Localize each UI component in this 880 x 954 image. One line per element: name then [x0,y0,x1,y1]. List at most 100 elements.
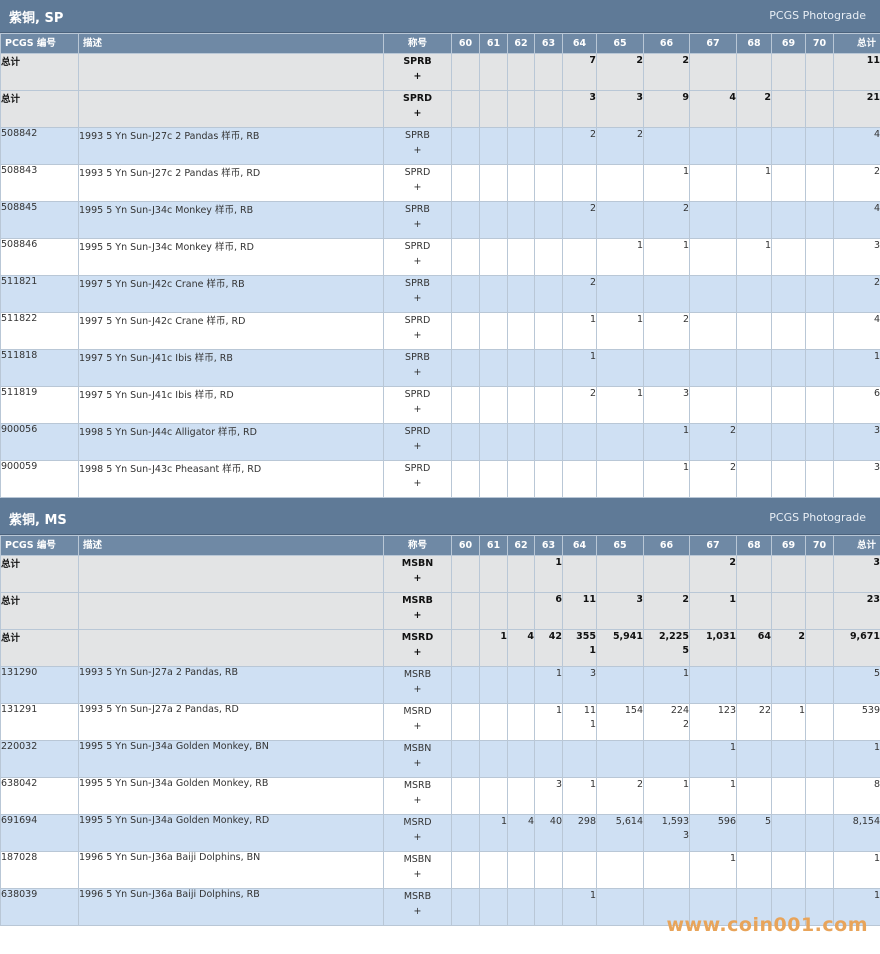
grade-cell[interactable]: 2 [596,777,644,815]
grade-cell[interactable]: 1 [562,312,597,350]
column-header-grade[interactable]: 66 [643,535,690,556]
column-header-total[interactable]: 总计 [833,33,880,54]
grade-cell[interactable]: 1 [534,555,563,593]
grade-cell[interactable]: 154 [596,703,644,741]
grade-cell[interactable]: 42 [534,629,563,667]
grade-cell[interactable]: 11 [562,592,597,630]
column-header-grade[interactable]: 62 [507,33,535,54]
pcgs-code-link[interactable]: 508843 [0,164,79,202]
grade-cell[interactable]: 1 [689,740,737,778]
grade-cell[interactable]: 2 [562,127,597,165]
column-header-grade[interactable]: 63 [534,535,563,556]
column-header-grade[interactable]: 61 [479,33,508,54]
grade-cell[interactable]: 2 [689,555,737,593]
grade-cell[interactable]: 355 1 [562,629,597,667]
pcgs-code-link[interactable]: 131291 [0,703,79,741]
grade-cell[interactable]: 1 [736,164,772,202]
pcgs-code-link[interactable]: 511821 [0,275,79,313]
pcgs-code-link[interactable]: 508845 [0,201,79,239]
column-header-grade[interactable]: 66 [643,33,690,54]
column-header-grade[interactable]: 70 [805,535,834,556]
grade-cell[interactable]: 2 [562,386,597,424]
grade-cell[interactable]: 2 [643,592,690,630]
column-header-code[interactable]: PCGS 编号 [0,535,79,556]
pcgs-code-link[interactable]: 220032 [0,740,79,778]
grade-cell[interactable]: 4 [507,629,535,667]
column-header-grade[interactable]: 69 [771,535,806,556]
pcgs-code-link[interactable]: 508846 [0,238,79,276]
pcgs-code-link[interactable]: 638039 [0,888,79,926]
grade-cell[interactable]: 1 [689,851,737,889]
pcgs-code-link[interactable]: 511818 [0,349,79,387]
pcgs-code-link[interactable]: 900059 [0,460,79,498]
photograde-link[interactable]: PCGS Photograde [769,9,866,22]
column-header-designation[interactable]: 称号 [383,33,452,54]
grade-cell[interactable]: 1 [562,349,597,387]
grade-cell[interactable]: 2,225 5 [643,629,690,667]
grade-cell[interactable]: 5 [736,814,772,852]
grade-cell[interactable]: 1 [689,777,737,815]
column-header-grade[interactable]: 68 [736,33,772,54]
grade-cell[interactable]: 2 [736,90,772,128]
grade-cell[interactable]: 64 [736,629,772,667]
column-header-grade[interactable]: 65 [596,535,644,556]
column-header-grade[interactable]: 62 [507,535,535,556]
column-header-code[interactable]: PCGS 编号 [0,33,79,54]
photograde-link[interactable]: PCGS Photograde [769,511,866,524]
pcgs-code-link[interactable]: 900056 [0,423,79,461]
pcgs-code-link[interactable]: 638042 [0,777,79,815]
grade-cell[interactable]: 40 [534,814,563,852]
column-header-grade[interactable]: 60 [451,33,480,54]
grade-cell[interactable]: 1 [596,386,644,424]
grade-cell[interactable]: 1 [689,592,737,630]
grade-cell[interactable]: 2 [596,127,644,165]
column-header-total[interactable]: 总计 [833,535,880,556]
grade-cell[interactable]: 4 [507,814,535,852]
grade-cell[interactable]: 1 [771,703,806,741]
grade-cell[interactable]: 2 [771,629,806,667]
grade-cell[interactable]: 2 [562,201,597,239]
grade-cell[interactable]: 9 [643,90,690,128]
grade-cell[interactable]: 123 [689,703,737,741]
grade-cell[interactable]: 1 [643,423,690,461]
grade-cell[interactable]: 5,941 [596,629,644,667]
grade-cell[interactable]: 3 [534,777,563,815]
grade-cell[interactable]: 22 [736,703,772,741]
grade-cell[interactable]: 1 [643,666,690,704]
grade-cell[interactable]: 224 2 [643,703,690,741]
grade-cell[interactable]: 1 [736,238,772,276]
grade-cell[interactable]: 1,593 3 [643,814,690,852]
grade-cell[interactable]: 2 [643,53,690,91]
column-header-grade[interactable]: 67 [689,33,737,54]
grade-cell[interactable]: 2 [689,460,737,498]
column-header-description[interactable]: 描述 [78,33,384,54]
grade-cell[interactable]: 1 [643,164,690,202]
pcgs-code-link[interactable]: 187028 [0,851,79,889]
grade-cell[interactable]: 298 [562,814,597,852]
pcgs-code-link[interactable]: 511822 [0,312,79,350]
grade-cell[interactable]: 3 [643,386,690,424]
column-header-description[interactable]: 描述 [78,535,384,556]
column-header-grade[interactable]: 65 [596,33,644,54]
grade-cell[interactable]: 5,614 [596,814,644,852]
grade-cell[interactable]: 2 [643,201,690,239]
grade-cell[interactable]: 3 [596,592,644,630]
column-header-grade[interactable]: 63 [534,33,563,54]
column-header-grade[interactable]: 70 [805,33,834,54]
grade-cell[interactable]: 1 [562,777,597,815]
grade-cell[interactable]: 1 [596,312,644,350]
grade-cell[interactable]: 1 [479,629,508,667]
column-header-grade[interactable]: 61 [479,535,508,556]
grade-cell[interactable]: 2 [562,275,597,313]
column-header-grade[interactable]: 64 [562,33,597,54]
grade-cell[interactable]: 2 [596,53,644,91]
grade-cell[interactable]: 3 [562,90,597,128]
column-header-grade[interactable]: 68 [736,535,772,556]
column-header-designation[interactable]: 称号 [383,535,452,556]
grade-cell[interactable]: 1 [643,777,690,815]
grade-cell[interactable]: 1 [596,238,644,276]
grade-cell[interactable]: 2 [643,312,690,350]
column-header-grade[interactable]: 67 [689,535,737,556]
pcgs-code-link[interactable]: 511819 [0,386,79,424]
column-header-grade[interactable]: 64 [562,535,597,556]
